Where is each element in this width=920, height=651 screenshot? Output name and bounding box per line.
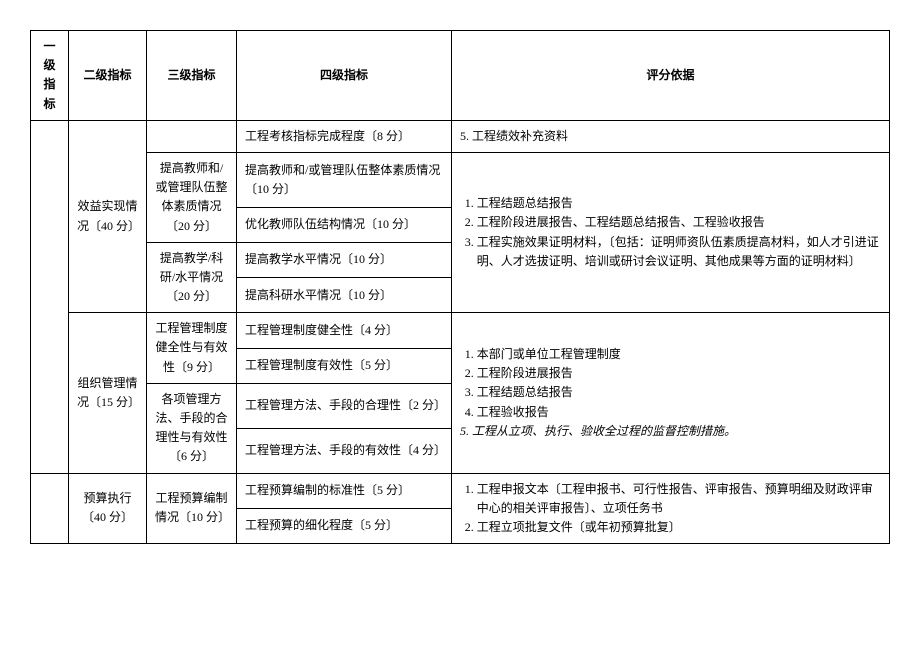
lvl4-r6: 工程管理制度健全性〔4 分〕 bbox=[237, 313, 452, 348]
lvl2-budget: 预算执行〔40 分〕 bbox=[69, 473, 147, 544]
basis-b3-1: 本部门或单位工程管理制度 bbox=[477, 345, 881, 364]
lvl4-r9: 工程管理方法、手段的有效性〔4 分〕 bbox=[237, 428, 452, 473]
basis-b2-3: 工程实施效果证明材料，〔包括：证明师资队伍素质提高材料，如人才引进证明、人才选拔… bbox=[477, 233, 881, 271]
indicator-table: 一级指标 二级指标 三级指标 四级指标 评分依据 效益实现情况〔40 分〕 工程… bbox=[30, 30, 890, 544]
basis-b3: 本部门或单位工程管理制度 工程阶段进展报告 工程结题总结报告 工程验收报告 5.… bbox=[452, 313, 890, 473]
lvl4-r3: 优化教师队伍结构情况〔10 分〕 bbox=[237, 208, 452, 243]
header-level2: 二级指标 bbox=[69, 31, 147, 121]
header-level3: 三级指标 bbox=[147, 31, 237, 121]
basis-b3-3: 工程结题总结报告 bbox=[477, 383, 881, 402]
lvl4-r4: 提高教学水平情况〔10 分〕 bbox=[237, 242, 452, 277]
lvl4-r5: 提高科研水平情况〔10 分〕 bbox=[237, 277, 452, 312]
basis-b4-1: 工程申报文本〔工程申报书、可行性报告、评审报告、预算明细及财政评审中心的相关评审… bbox=[477, 480, 881, 518]
table-row: 组织管理情况〔15 分〕 工程管理制度健全性与有效性〔9 分〕 工程管理制度健全… bbox=[31, 313, 890, 348]
lvl4-r11: 工程预算的细化程度〔5 分〕 bbox=[237, 508, 452, 543]
lvl4-r10: 工程预算编制的标准性〔5 分〕 bbox=[237, 473, 452, 508]
header-level1: 一级指标 bbox=[31, 31, 69, 121]
basis-b2-2: 工程阶段进展报告、工程结题总结报告、工程验收报告 bbox=[477, 213, 881, 232]
table-row: 效益实现情况〔40 分〕 工程考核指标完成程度〔8 分〕 5. 工程绩效补充资料 bbox=[31, 120, 890, 152]
header-row: 一级指标 二级指标 三级指标 四级指标 评分依据 bbox=[31, 31, 890, 121]
basis-b2-1: 工程结题总结报告 bbox=[477, 194, 881, 213]
basis-b1-5: 5. 工程绩效补充资料 bbox=[460, 129, 568, 143]
lvl3-budgetprep: 工程预算编制情况〔10 分〕 bbox=[147, 473, 237, 544]
lvl3-syshealth: 工程管理制度健全性与有效性〔9 分〕 bbox=[147, 313, 237, 384]
basis-b4-2: 工程立项批复文件〔或年初预算批复〕 bbox=[477, 518, 881, 537]
lvl4-r8: 工程管理方法、手段的合理性〔2 分〕 bbox=[237, 383, 452, 428]
lvl1-cell-2 bbox=[31, 473, 69, 544]
basis-b3-2: 工程阶段进展报告 bbox=[477, 364, 881, 383]
header-basis: 评分依据 bbox=[452, 31, 890, 121]
table-row: 预算执行〔40 分〕 工程预算编制情况〔10 分〕 工程预算编制的标准性〔5 分… bbox=[31, 473, 890, 508]
lvl4-r2: 提高教师和/或管理队伍整体素质情况〔10 分〕 bbox=[237, 152, 452, 207]
lvl3-methods: 各项管理方法、手段的合理性与有效性〔6 分〕 bbox=[147, 383, 237, 473]
basis-b2: 工程结题总结报告 工程阶段进展报告、工程结题总结报告、工程验收报告 工程实施效果… bbox=[452, 152, 890, 312]
lvl1-cell bbox=[31, 120, 69, 473]
basis-b3-4: 工程验收报告 bbox=[477, 403, 881, 422]
header-level4: 四级指标 bbox=[237, 31, 452, 121]
lvl3-teacher: 提高教师和/或管理队伍整体素质情况〔20 分〕 bbox=[147, 152, 237, 242]
basis-b1: 5. 工程绩效补充资料 bbox=[452, 120, 890, 152]
lvl2-org: 组织管理情况〔15 分〕 bbox=[69, 313, 147, 473]
basis-b4: 工程申报文本〔工程申报书、可行性报告、评审报告、预算明细及财政评审中心的相关评审… bbox=[452, 473, 890, 544]
lvl4-r1: 工程考核指标完成程度〔8 分〕 bbox=[237, 120, 452, 152]
lvl3-empty bbox=[147, 120, 237, 152]
table-row: 提高教师和/或管理队伍整体素质情况〔20 分〕 提高教师和/或管理队伍整体素质情… bbox=[31, 152, 890, 207]
lvl2-benefit: 效益实现情况〔40 分〕 bbox=[69, 120, 147, 313]
basis-b3-5: 5. 工程从立项、执行、验收全过程的监督控制措施。 bbox=[460, 422, 881, 441]
lvl4-r7: 工程管理制度有效性〔5 分〕 bbox=[237, 348, 452, 383]
lvl3-teachres: 提高教学/科研/水平情况〔20 分〕 bbox=[147, 242, 237, 313]
